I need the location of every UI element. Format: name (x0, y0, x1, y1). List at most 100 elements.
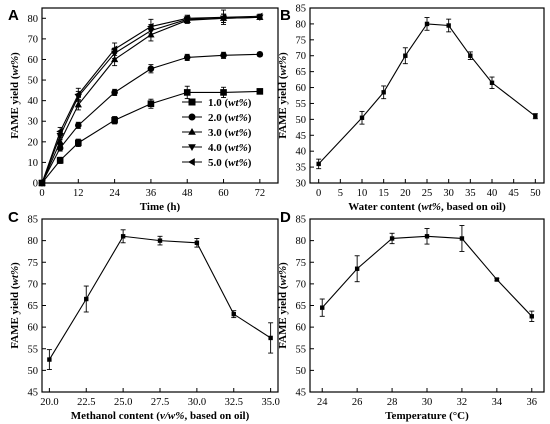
legend-paren-close: ) (248, 157, 252, 169)
data-point (403, 53, 408, 58)
series-line (41, 15, 260, 184)
series (46, 229, 274, 370)
series (319, 225, 535, 322)
x-tick-label: 72 (255, 188, 266, 199)
x-tick-label: 27.5 (151, 397, 169, 408)
legend-paren-open: ( (222, 157, 229, 169)
y-axis-title: FAME yield (wt%) (277, 262, 289, 349)
legend-item: 2.0 (wt%) (182, 112, 252, 124)
x-tick-label: 32.5 (225, 397, 243, 408)
y-axis-title: FAME yield (wt%) (9, 262, 21, 349)
y-axis-title-prefix: FAME yield ( (277, 285, 289, 349)
y-tick-label: 60 (296, 323, 307, 334)
x-tick-label: 10 (357, 188, 368, 199)
y-tick-label: 40 (28, 96, 39, 107)
y-tick-label: 70 (28, 34, 39, 45)
data-point (38, 179, 45, 187)
y-axis-title-prefix: FAME yield ( (277, 75, 289, 139)
legend-paren-open: ( (222, 97, 229, 109)
data-point (110, 55, 119, 63)
data-point (220, 52, 227, 59)
legend-label: 1.0 (wt%) (208, 97, 252, 109)
x-axis-title-italic: v/w% (160, 410, 184, 422)
legend-value: 5.0 (208, 157, 222, 169)
plot-frame (41, 7, 279, 184)
data-point (494, 277, 500, 282)
legend-label: 5.0 (wt%) (208, 157, 252, 169)
x-tick-label: 60 (218, 188, 229, 199)
legend-paren-close: ) (248, 142, 252, 154)
y-axis-title-suffix: ) (9, 52, 21, 56)
data-point (147, 22, 154, 31)
x-tick-label: 30 (443, 188, 454, 199)
y-tick-label: 65 (28, 301, 39, 312)
y-axis-title: FAME yield (wt%) (9, 52, 21, 139)
data-point (74, 100, 82, 108)
x-tick-label: 5 (338, 188, 343, 199)
y-tick-label: 50 (296, 115, 307, 126)
data-point (111, 116, 118, 124)
x-axis-title: Temperature (°C) (385, 410, 469, 422)
x-tick-label: 20.0 (40, 397, 58, 408)
y-tick-label: 55 (296, 344, 307, 355)
y-tick-label: 50 (28, 76, 39, 87)
panel-letter: A (8, 7, 19, 24)
y-tick-label: 80 (28, 236, 39, 247)
x-tick-label: 32 (457, 397, 468, 408)
data-point (381, 90, 386, 95)
series-1.0 (38, 85, 264, 187)
legend-value: 4.0 (208, 142, 222, 154)
y-tick-label: 0 (33, 179, 38, 190)
series-line (41, 16, 260, 184)
series (316, 17, 538, 170)
series-5.0 (38, 9, 263, 187)
y-tick-label: 70 (296, 51, 307, 62)
data-point (74, 90, 81, 99)
data-point (110, 45, 118, 53)
data-point (231, 311, 236, 317)
data-point (219, 13, 227, 21)
x-tick-label: 36 (146, 188, 157, 199)
legend-paren-close: ) (248, 127, 252, 139)
x-tick-label: 50 (530, 188, 541, 199)
data-point (47, 357, 52, 362)
x-tick-label: 35.0 (261, 397, 279, 408)
x-tick-label: 30.0 (188, 397, 206, 408)
y-axis-title-italic: wt% (277, 56, 289, 76)
x-tick-label: 28 (387, 397, 398, 408)
legend-marker (188, 127, 196, 135)
y-tick-label: 60 (28, 55, 39, 66)
x-axis-title-italic: wt% (421, 201, 441, 213)
y-tick-label: 45 (296, 131, 307, 142)
y-tick-label: 45 (28, 388, 39, 399)
y-tick-label: 80 (28, 14, 39, 25)
data-point (111, 89, 118, 96)
panel-letter: D (280, 209, 291, 226)
x-axis-title-prefix: Methanol content ( (71, 410, 161, 422)
x-tick-label: 35 (465, 188, 476, 199)
x-tick-label: 25 (422, 188, 433, 199)
x-tick-label: 36 (527, 397, 538, 408)
y-tick-label: 45 (296, 388, 307, 399)
data-point (256, 88, 264, 95)
y-tick-label: 85 (296, 4, 307, 15)
data-point (183, 54, 191, 61)
panel-c: C 20.0 22.5 25.0 27.5 30.0 32.5 35.0 45 50 55 60 65 7… (8, 209, 280, 422)
legend-paren-open: ( (222, 112, 229, 124)
y-tick-label: 70 (296, 279, 307, 290)
y-axis-title-suffix: ) (9, 262, 21, 266)
data-point (157, 238, 163, 243)
x-axis-title-suffix: , based on oil) (184, 410, 249, 422)
legend-item: 1.0 (wt%) (182, 97, 252, 109)
legend-marker (188, 98, 196, 106)
y-tick-label: 75 (296, 35, 307, 46)
x-tick-label: 24 (317, 397, 328, 408)
y-axis-title-italic: wt% (277, 266, 289, 286)
data-point (256, 51, 264, 58)
data-point (268, 335, 273, 341)
legend-label: 4.0 (wt%) (208, 142, 252, 154)
x-tick-label: 25.0 (114, 397, 132, 408)
legend-item: 3.0 (wt%) (182, 127, 252, 139)
x-tick-label: 0 (39, 188, 44, 199)
legend-value: 3.0 (208, 127, 222, 139)
